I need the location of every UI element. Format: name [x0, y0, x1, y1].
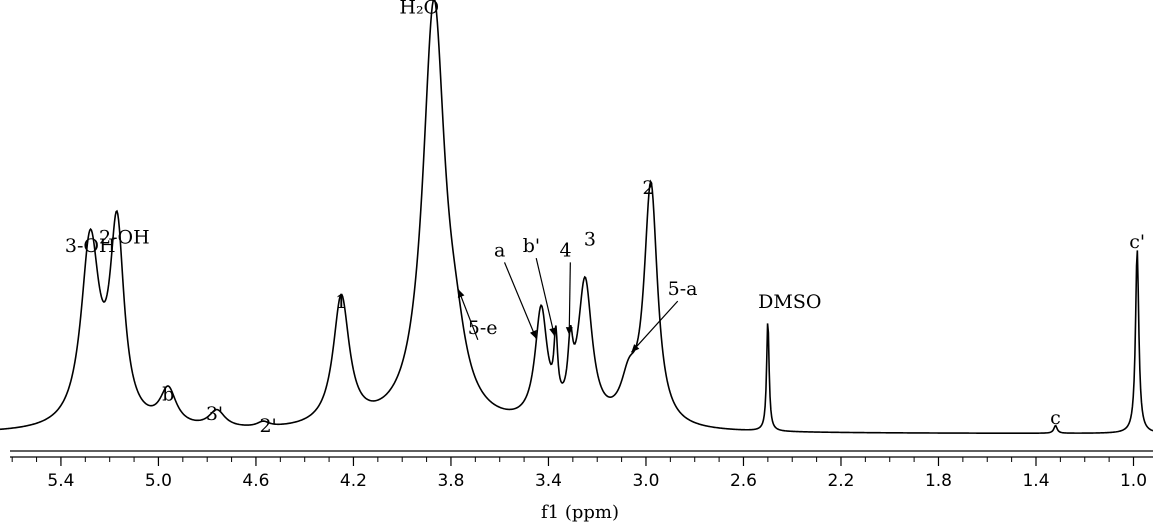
x-tick-label: 5.4 — [47, 471, 74, 491]
x-axis-label: f1 (ppm) — [541, 502, 619, 522]
peak-label: 3 — [584, 229, 596, 251]
peak-label-arrowhead — [549, 327, 557, 337]
x-tick-label: 1.8 — [925, 471, 952, 491]
peak-label: 2' — [259, 415, 276, 437]
x-tick-label: 4.6 — [242, 471, 269, 491]
peak-label-arrow — [503, 262, 537, 339]
peak-label: DMSO — [758, 291, 821, 313]
peak-label-arrow — [535, 257, 556, 337]
spectrum-line — [0, 0, 1153, 434]
x-axis — [10, 450, 1153, 458]
x-tick-label: 1.0 — [1120, 471, 1147, 491]
peak-label: 5-a — [668, 278, 698, 300]
x-tick-label: 2.6 — [730, 471, 757, 491]
x-tick-label: 1.4 — [1022, 471, 1049, 491]
peak-label-arrowhead — [529, 330, 537, 339]
x-tick-label: 4.2 — [340, 471, 367, 491]
peak-label: b' — [523, 235, 540, 257]
peak-label: 4 — [559, 239, 571, 261]
peak-label-arrowhead — [631, 344, 640, 353]
peak-label: b — [162, 383, 174, 405]
peak-label: 2 — [642, 177, 654, 199]
peak-label: 5-e — [468, 317, 498, 339]
peak-label-arrowhead — [457, 289, 465, 298]
peak-label-arrowhead — [565, 327, 573, 336]
peak-label: 1 — [335, 291, 347, 313]
peak-label-arrow — [457, 289, 479, 341]
peak-label: a — [494, 239, 505, 261]
peak-label: 3' — [206, 403, 223, 425]
spectrum-layer — [0, 0, 1153, 434]
x-tick-label: 5.0 — [145, 471, 172, 491]
x-ticks: 5.4 5.0 4.6 4.2 3.8 3.4 3.0 2.6 2.2 1.8 1.4 1.0 — [11, 457, 1147, 491]
x-tick-label: 2.2 — [827, 471, 854, 491]
peak-label-arrow — [568, 262, 571, 336]
peak-labels: 3-OH2-OH b 3' 2' 1 H₂O 5-e a b' 4 3 5-a 2 DMSO c c' — [65, 0, 1145, 437]
peak-label-arrow — [630, 300, 679, 353]
peak-label: H₂O — [399, 0, 439, 18]
x-tick-label: 3.4 — [535, 471, 562, 491]
x-tick-label: 3.0 — [632, 471, 659, 491]
peak-label: 3-OH — [65, 235, 116, 257]
x-tick-label: 3.8 — [437, 471, 464, 491]
peak-label: c — [1050, 407, 1061, 429]
peak-label: 2-OH — [99, 227, 150, 249]
peak-label: c' — [1129, 231, 1145, 253]
